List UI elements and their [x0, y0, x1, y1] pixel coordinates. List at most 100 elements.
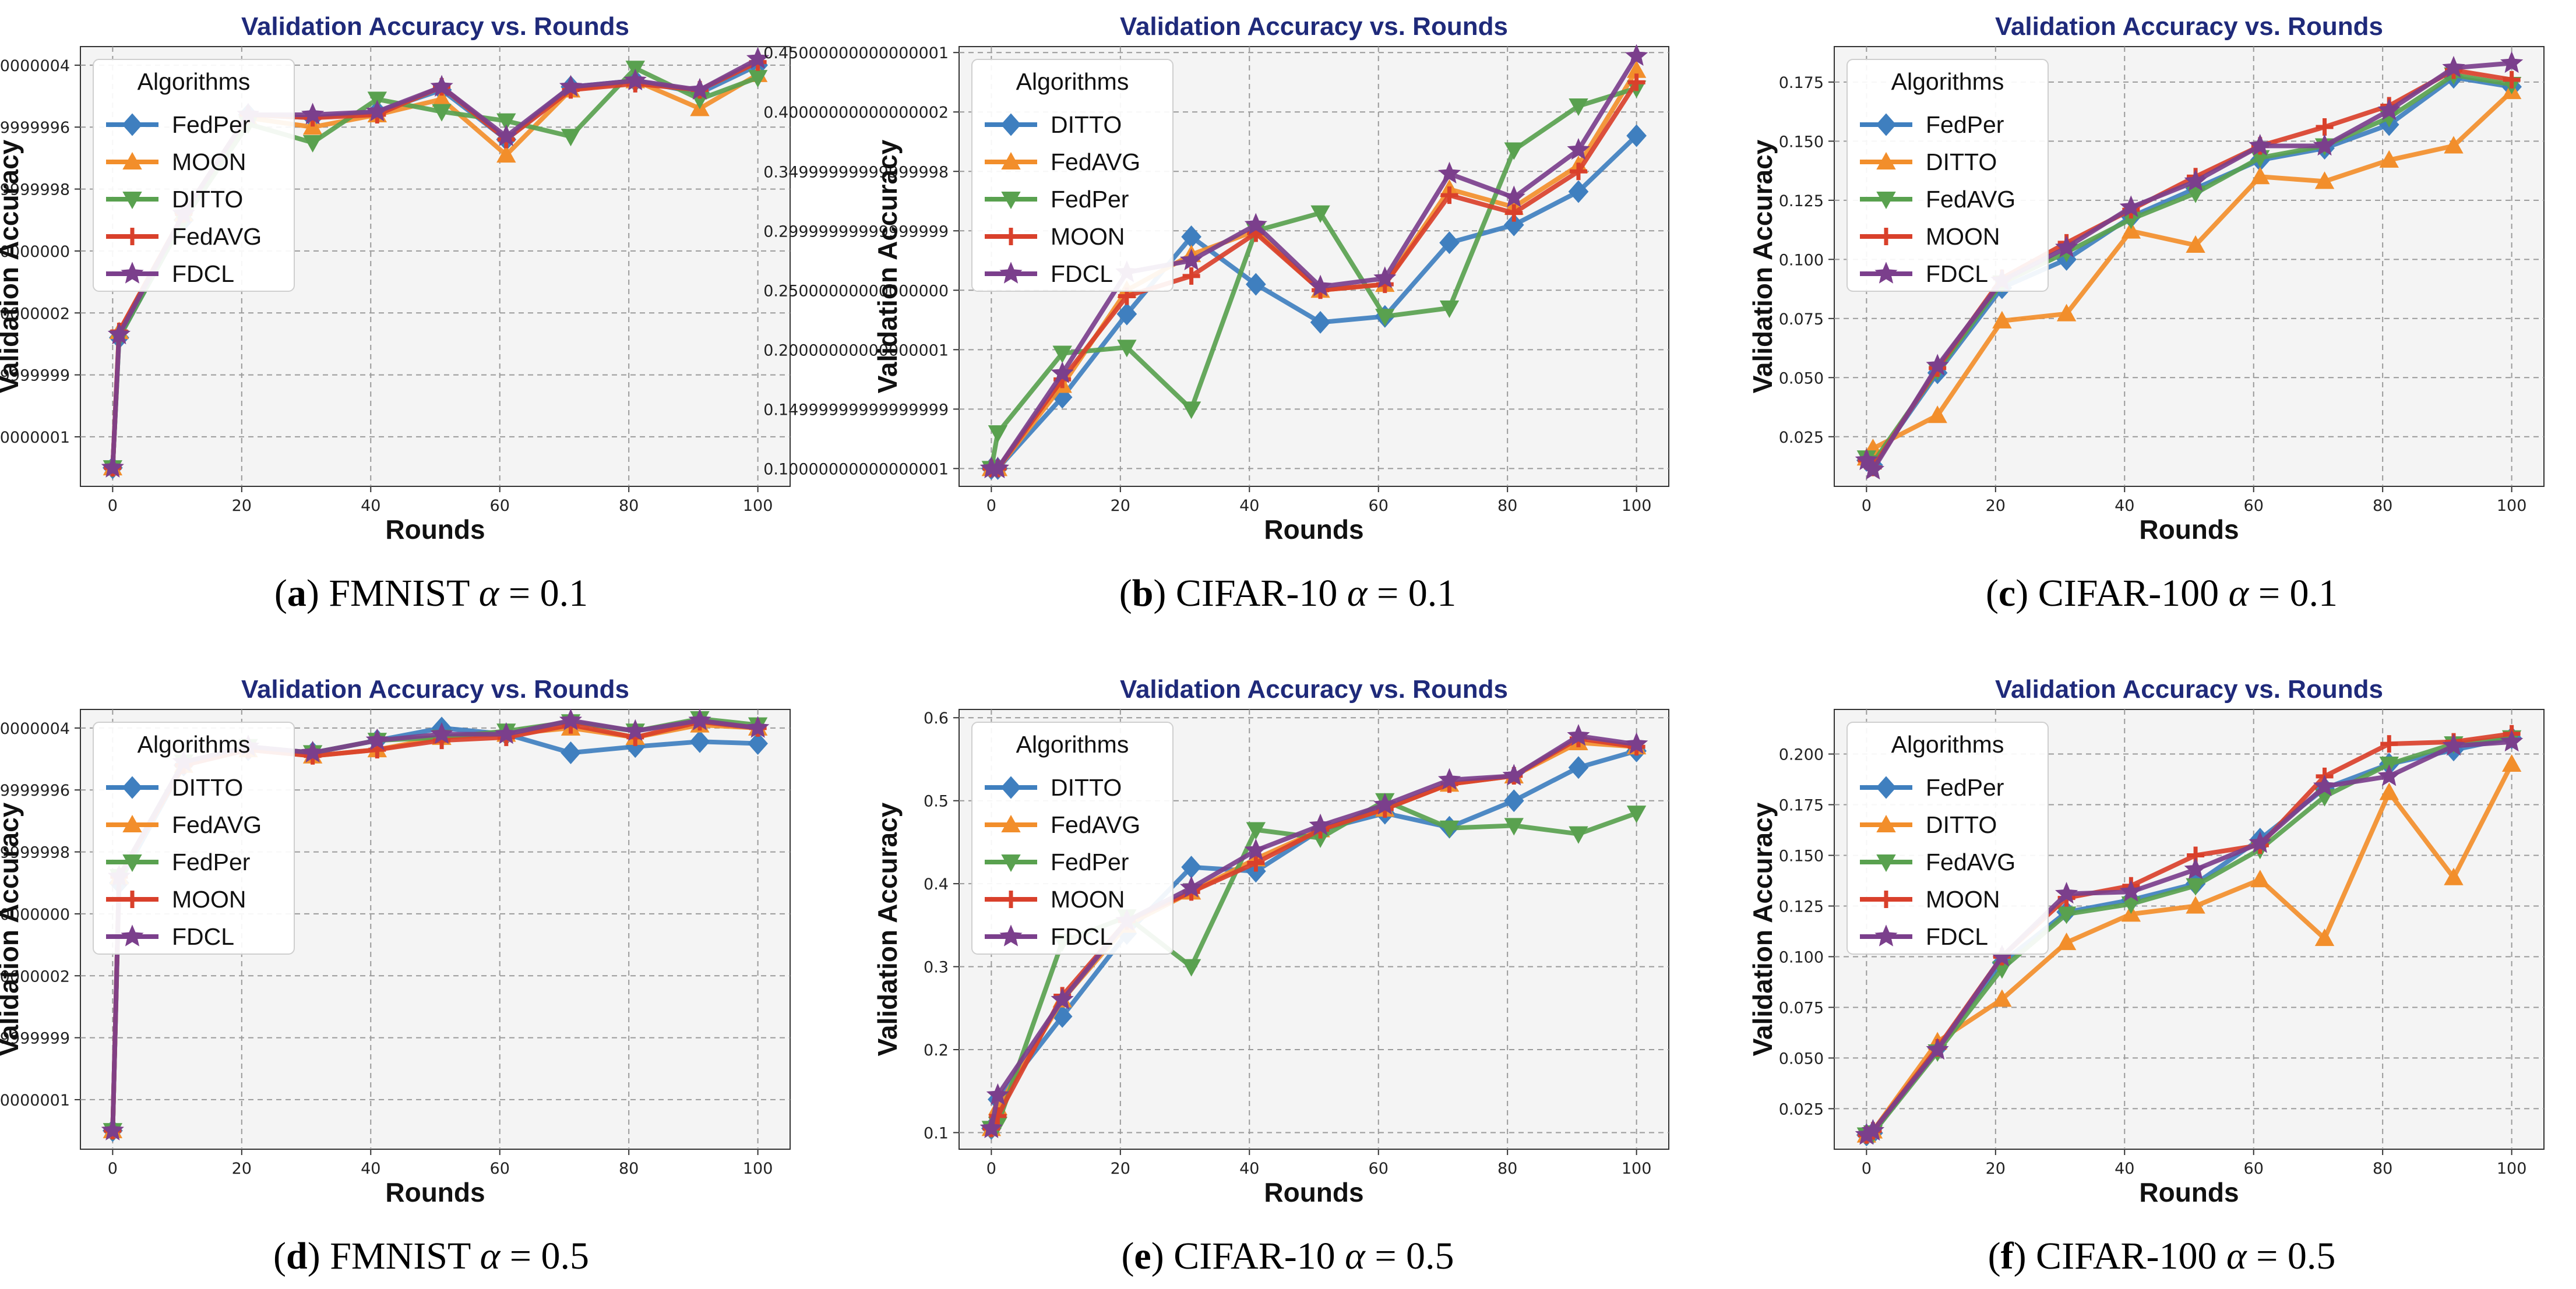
series-line-ditto: [989, 748, 1637, 1129]
data-point-fdcl: [1244, 213, 1267, 235]
data-point-fdcl: [1051, 361, 1074, 383]
legend-title: Algorithms: [138, 68, 251, 95]
x-tick-label: 20: [1986, 497, 2006, 515]
data-point-fedavg: [2186, 878, 2205, 896]
x-tick-label: 0: [986, 1160, 996, 1178]
x-tick-label: 0: [108, 497, 118, 515]
data-point-fdcl: [495, 124, 518, 146]
data-point-fdcl: [746, 47, 770, 69]
data-point-fedper: [1181, 401, 1201, 419]
panel-caption: (b) CIFAR-10 α = 0.1: [1119, 572, 1457, 615]
x-tick-label: 100: [2497, 497, 2527, 515]
panel-caption: (d) FMNIST α = 0.5: [273, 1235, 589, 1277]
data-point-fdcl: [1625, 44, 1648, 66]
chart-title: Validation Accuracy vs. Rounds: [241, 675, 629, 704]
data-point-moon: [1247, 854, 1265, 872]
legend-label: DITTO: [1926, 149, 1997, 175]
y-tick-label: 0.3: [924, 959, 949, 977]
x-tick-label: 40: [1239, 1160, 1259, 1178]
data-point-ditto: [1439, 231, 1460, 255]
data-point-ditto: [432, 104, 452, 122]
legend-label: DITTO: [172, 186, 243, 213]
series-line-fdcl: [1865, 739, 2512, 1137]
y-tick-label: 0.200: [1779, 746, 1824, 764]
data-point-fdcl: [1926, 1037, 1949, 1060]
data-point-fdcl: [986, 456, 1010, 479]
legend-box: [93, 59, 295, 292]
x-tick-label: 20: [1111, 1160, 1130, 1178]
legend-label: FedPer: [1051, 186, 1129, 213]
y-axis-label: Validation Accuracy: [1747, 139, 1778, 393]
data-point-fdcl: [1051, 987, 1074, 1010]
y-tick-label: 0.125: [1779, 192, 1824, 210]
data-point-ditto: [1503, 789, 1524, 813]
legend-label: FedAVG: [1926, 186, 2015, 213]
y-tick-label: 0.80000000000000004: [0, 57, 70, 75]
y-tick-label: 0.20000000000000001: [0, 1092, 70, 1110]
legend-label: FedPer: [1051, 849, 1129, 875]
data-point-fdcl: [2184, 857, 2207, 880]
x-tick-label: 20: [1986, 1160, 2006, 1178]
legend-box: [1846, 722, 2049, 955]
series-line-fedper: [990, 798, 1637, 1131]
y-axis-label: Validation Accuracy: [0, 139, 24, 393]
legend-marker: [122, 113, 143, 136]
data-point-fdcl: [495, 722, 518, 744]
series-group: [979, 44, 1648, 480]
legend-marker: [1877, 891, 1895, 908]
data-point-fdcl: [2442, 733, 2465, 756]
legend-marker: [1874, 924, 1898, 947]
x-tick-label: 100: [2497, 1160, 2527, 1178]
data-point-fdcl: [1567, 137, 1590, 160]
x-tick-label: 0: [108, 1160, 118, 1178]
legend-box: [971, 722, 1174, 955]
data-point-fedavg: [2056, 906, 2077, 924]
data-point-fedper: [988, 425, 1008, 443]
data-point-ditto: [1568, 756, 1589, 779]
data-point-ditto: [1246, 273, 1266, 296]
data-point-ditto: [1116, 302, 1137, 326]
data-point-ditto: [1503, 213, 1524, 236]
y-axis-label: Validation Accuracy: [872, 802, 903, 1056]
data-point-fdcl: [1180, 248, 1203, 271]
y-tick-label: 0.1: [924, 1125, 949, 1143]
y-tick-label: 0.075: [1779, 310, 1824, 329]
legend-marker: [121, 262, 144, 284]
legend-label: MOON: [172, 149, 246, 175]
data-point-fdcl: [301, 103, 325, 125]
data-point-ditto: [302, 135, 323, 153]
legend-box: [93, 722, 295, 955]
chart-panel-e: 0 20 40 60 80 100 0.1 0.2 0.3 0.4 0.5 0.6 Validation…: [872, 675, 1669, 1277]
legend-label: FedAVG: [1926, 849, 2015, 875]
data-point-fedper: [1439, 300, 1460, 318]
legend-marker: [1000, 776, 1021, 799]
y-tick-label: 0.2: [924, 1041, 949, 1060]
data-point-fdcl: [2249, 133, 2272, 156]
series-line-ditto: [1865, 763, 2514, 1137]
data-point-ditto: [2056, 303, 2077, 322]
legend-label: FedPer: [172, 849, 250, 875]
legend-marker: [999, 924, 1023, 947]
panel-caption: (f) CIFAR-100 α = 0.5: [1988, 1235, 2336, 1277]
data-point-ditto: [2444, 867, 2464, 885]
legend: Algorithms DITTO FedAVG FedPer MOON FDCL: [93, 722, 295, 955]
x-tick-label: 20: [232, 497, 252, 515]
data-point-ditto: [2186, 235, 2205, 253]
legend-box: [971, 59, 1174, 292]
data-point-fdcl: [979, 1116, 1003, 1138]
data-point-fedper: [1569, 98, 1588, 116]
series-line-ditto: [991, 134, 1638, 471]
legend: Algorithms FedPer DITTO FedAVG MOON FDCL: [1846, 722, 2049, 955]
x-tick-label: 100: [1622, 497, 1652, 515]
data-point-moon: [2503, 70, 2521, 89]
chart-panel-a: 0 20 40 60 80 100 0.20000000000000001 0.2999999…: [0, 12, 791, 615]
x-tick-label: 80: [1497, 497, 1517, 515]
data-point-moon: [496, 145, 516, 163]
y-tick-label: 0.40000000000000002: [0, 305, 70, 323]
legend-label: DITTO: [1051, 774, 1122, 801]
series-line-fedper: [989, 86, 1637, 469]
data-point-ditto: [2121, 221, 2141, 239]
data-point-moon: [1569, 163, 1587, 181]
